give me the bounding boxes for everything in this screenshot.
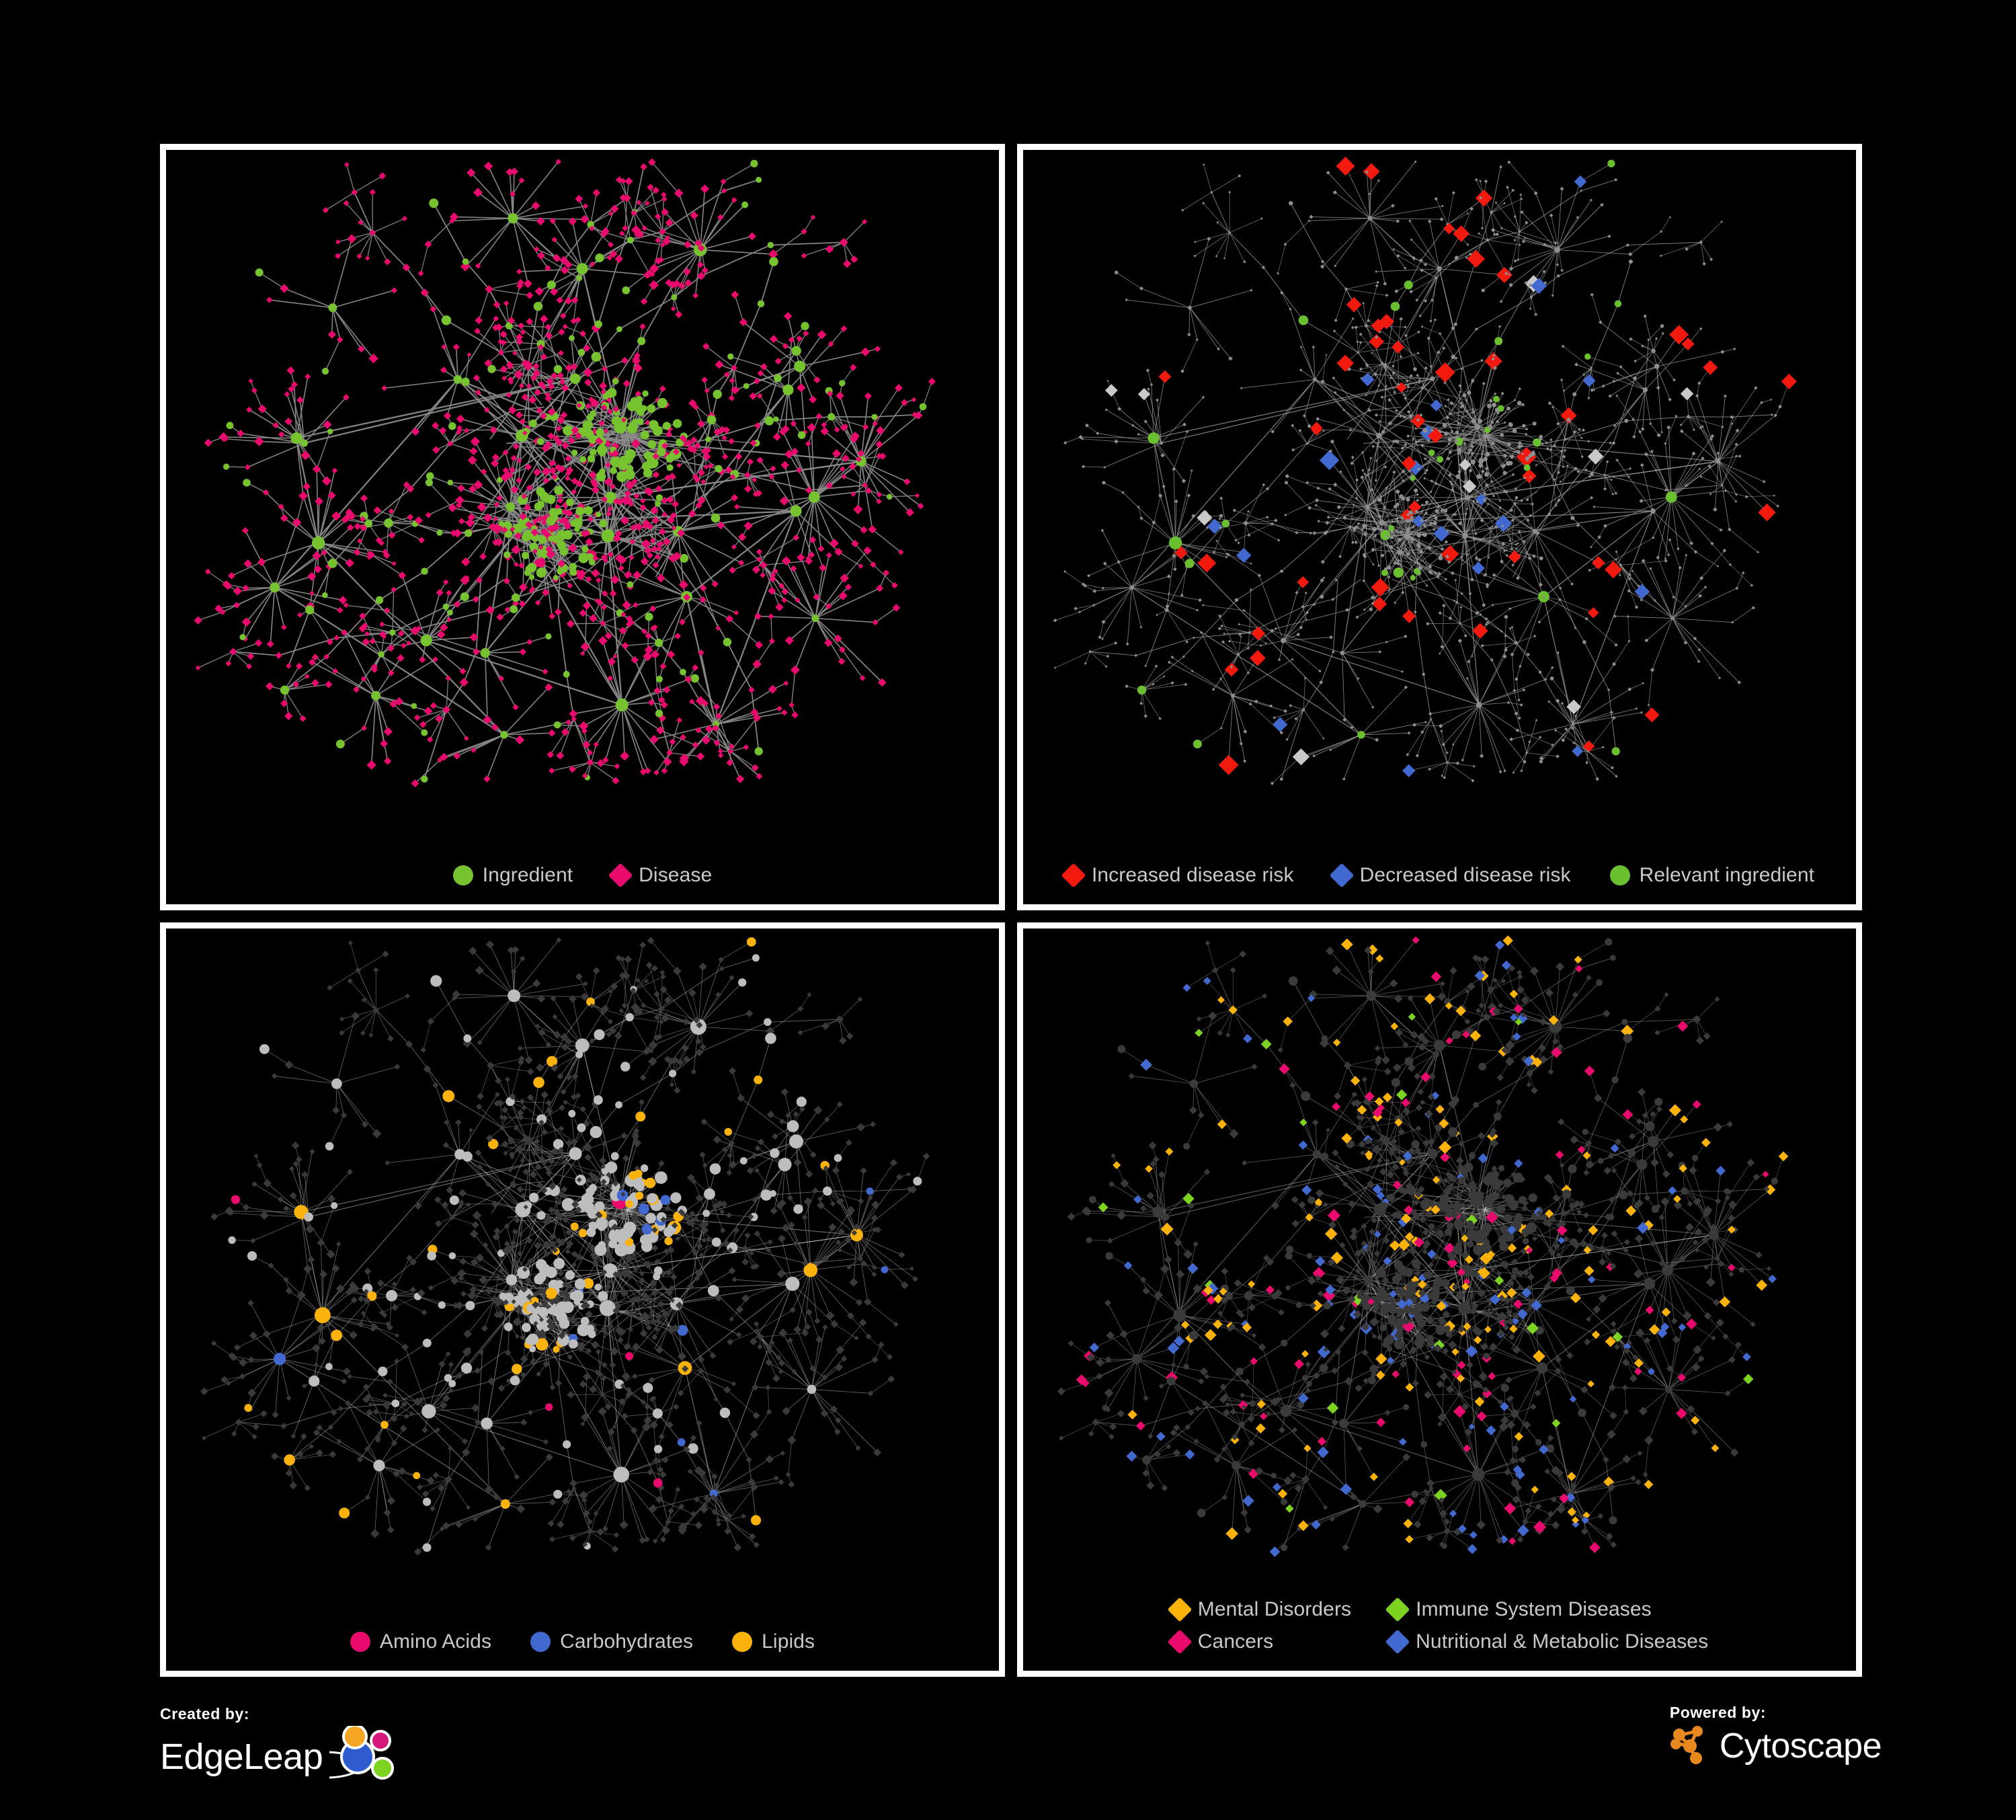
disease-diamond-icon <box>608 863 633 888</box>
legend-label: Decreased disease risk <box>1359 864 1571 886</box>
cytoscape-wordmark: Cytoscape <box>1719 1726 1882 1766</box>
legend-label: Lipids <box>762 1630 815 1653</box>
legend-label: Amino Acids <box>379 1630 492 1653</box>
legend-label: Disease <box>639 864 713 886</box>
panel-disease-class[interactable]: Mental Disorders Immune System Diseases … <box>1017 922 1862 1677</box>
powered-by-block: Powered by: Cyt <box>1670 1704 1882 1768</box>
legend-item-nutritional-metabolic[interactable]: Nutritional & Metabolic Diseases <box>1385 1629 1709 1655</box>
nutritional-metabolic-diamond-icon <box>1385 1629 1410 1655</box>
legend-label: Immune System Diseases <box>1416 1598 1652 1620</box>
created-by-block: Created by: EdgeLeap <box>160 1705 403 1787</box>
edgeleap-logo[interactable]: EdgeLeap <box>160 1724 403 1787</box>
powered-by-kicker: Powered by: <box>1669 1704 1767 1721</box>
legend-label: Increased disease risk <box>1091 864 1294 886</box>
legend-item-increased-risk[interactable]: Increased disease risk <box>1061 863 1294 888</box>
cytoscape-logo[interactable]: Cytoscape <box>1670 1723 1882 1768</box>
network-canvas-1[interactable] <box>166 150 999 904</box>
panel-ingredient-disease[interactable]: Ingredient Disease <box>160 144 1005 910</box>
footer: Created by: EdgeLeap Powered by: <box>0 1677 2016 1820</box>
legend-label: Ingredient <box>482 864 573 886</box>
edgeleap-node-icon <box>288 1724 403 1787</box>
mental-disorders-diamond-icon <box>1167 1597 1193 1622</box>
legend-item-relevant-ingredient[interactable]: Relevant ingredient <box>1609 864 1815 887</box>
immune-system-diamond-icon <box>1385 1597 1410 1622</box>
lipids-circle-icon <box>732 1632 753 1652</box>
network-panel-grid: Ingredient Disease Increased disease ris… <box>160 144 1862 1677</box>
ingredient-circle-icon <box>452 865 473 885</box>
legend-panel-4: Mental Disorders Immune System Diseases … <box>1023 1597 1856 1655</box>
panel-disease-risk[interactable]: Increased disease risk Decreased disease… <box>1017 144 1862 910</box>
amino-acids-circle-icon <box>350 1632 370 1652</box>
cancers-diamond-icon <box>1167 1629 1193 1655</box>
legend-label: Nutritional & Metabolic Diseases <box>1416 1630 1709 1653</box>
legend-item-lipids[interactable]: Lipids <box>732 1630 815 1653</box>
carbohydrates-circle-icon <box>530 1632 551 1652</box>
legend-panel-1: Ingredient Disease <box>166 863 999 888</box>
legend-label: Relevant ingredient <box>1639 864 1815 886</box>
legend-label: Carbohydrates <box>560 1630 694 1653</box>
decreased-risk-diamond-icon <box>1329 863 1355 888</box>
network-canvas-3[interactable] <box>166 928 999 1671</box>
legend-panel-3: Amino Acids Carbohydrates Lipids <box>166 1630 999 1653</box>
network-canvas-2[interactable] <box>1023 150 1856 904</box>
legend-item-immune-system-diseases[interactable]: Immune System Diseases <box>1385 1597 1652 1622</box>
network-canvas-4[interactable] <box>1023 928 1856 1671</box>
legend-panel-2: Increased disease risk Decreased disease… <box>1023 863 1856 888</box>
legend-item-carbohydrates[interactable]: Carbohydrates <box>530 1630 693 1653</box>
legend-item-mental-disorders[interactable]: Mental Disorders <box>1167 1597 1352 1622</box>
panel-nutrient-class[interactable]: Amino Acids Carbohydrates Lipids <box>160 922 1005 1677</box>
relevant-ingredient-circle-icon <box>1609 865 1630 885</box>
edgeleap-wordmark: EdgeLeap <box>160 1736 323 1777</box>
legend-label: Mental Disorders <box>1197 1598 1352 1620</box>
legend-item-cancers[interactable]: Cancers <box>1167 1629 1274 1655</box>
legend-item-decreased-risk[interactable]: Decreased disease risk <box>1329 863 1571 888</box>
legend-item-amino-acids[interactable]: Amino Acids <box>350 1630 491 1653</box>
increased-risk-diamond-icon <box>1061 863 1086 888</box>
created-by-kicker: Created by: <box>160 1705 250 1723</box>
legend-item-disease[interactable]: Disease <box>608 863 713 888</box>
legend-label: Cancers <box>1197 1630 1274 1653</box>
legend-item-ingredient[interactable]: Ingredient <box>452 864 573 887</box>
cytoscape-node-icon <box>1670 1723 1713 1768</box>
